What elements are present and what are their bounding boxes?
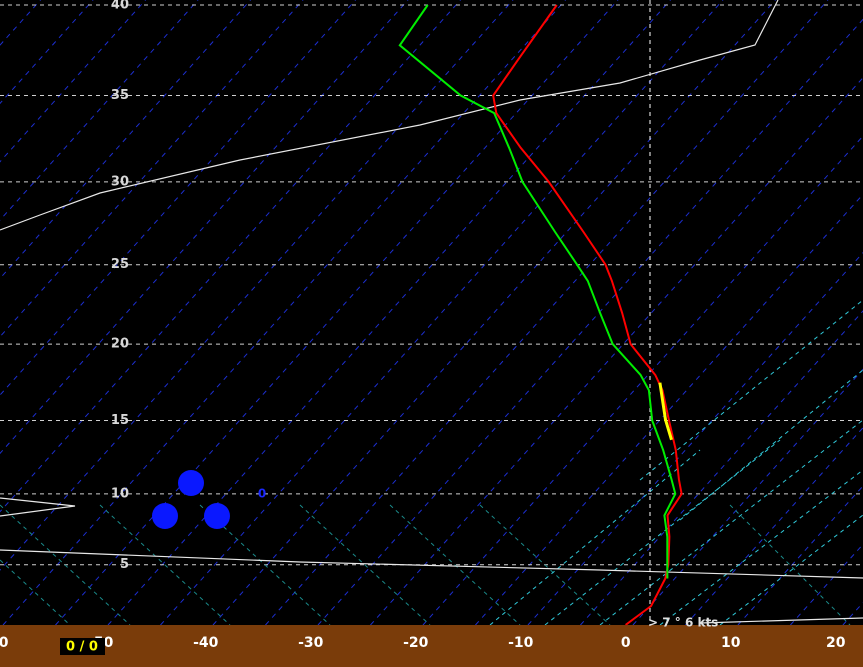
isotherm: [0, 0, 251, 280]
x-tick-label: 20: [826, 635, 846, 651]
isotherm: [0, 0, 514, 571]
y-tick-label: 40: [111, 0, 129, 13]
isotherm: [55, 0, 619, 626]
isotherm: [475, 193, 863, 626]
isotherm: [0, 0, 356, 396]
isotherm: [580, 310, 863, 626]
adiabat: [659, 469, 863, 626]
white-curve: [0, 497, 76, 517]
isotherm: [632, 368, 863, 626]
blue-dot: [152, 503, 178, 529]
isotherm: [737, 485, 863, 626]
wind-label: > 7 ° 6 kts: [648, 616, 718, 630]
isotherm: [685, 426, 863, 626]
y-tick-label: 35: [111, 88, 129, 103]
isotherm: [527, 251, 863, 626]
x-tick-label: -20: [403, 635, 429, 651]
adiabat: [544, 439, 781, 626]
profile-line: [398, 4, 677, 579]
isotherm: [265, 0, 829, 626]
profile-line: [492, 4, 683, 626]
mixing-line: [199, 504, 331, 626]
counter-box: [60, 638, 105, 655]
x-tick-label: 0: [621, 635, 631, 651]
white-curve: [0, 0, 779, 231]
y-tick-label: 20: [111, 337, 129, 352]
isotherm: [0, 0, 409, 455]
isotherm: [107, 0, 671, 626]
ground-strip: [0, 625, 863, 667]
mixing-line: [479, 504, 611, 626]
adiabat: [719, 514, 863, 626]
counter: 0 / 0: [66, 640, 98, 655]
isotherm: [212, 0, 776, 626]
isotherm: [160, 0, 724, 626]
profile-line: [658, 382, 673, 441]
adiabat: [489, 449, 701, 626]
y-tick-label: 30: [111, 174, 129, 189]
x-tick-label: -40: [193, 635, 219, 651]
mixing-line: [99, 504, 231, 626]
isotherm: [0, 0, 199, 221]
y-tick-label: 25: [111, 257, 129, 272]
isotherm: [0, 0, 146, 163]
blue-dot: [204, 503, 230, 529]
profiles: [398, 4, 683, 626]
isotherm: [422, 135, 863, 626]
adiabats: [489, 299, 863, 626]
isotherm: [2, 0, 566, 626]
white-curve: [0, 549, 863, 579]
isotherm: [0, 0, 461, 513]
decor-lines: [0, 0, 863, 626]
mixing-line: [299, 504, 431, 626]
isotherm: [370, 76, 863, 626]
y-tick-label: 5: [120, 557, 129, 572]
x-tick-label: -30: [298, 635, 324, 651]
x-tick-label: 10: [721, 635, 741, 651]
x-tick-label: -60: [0, 635, 9, 651]
isotherm: [0, 0, 304, 338]
mixing-line: [0, 504, 131, 626]
blue-dot: [178, 470, 204, 496]
markers: [152, 470, 230, 529]
y-tick-label: 10: [111, 486, 129, 501]
mixing-line: [389, 504, 521, 626]
marker-label: 0: [258, 487, 266, 501]
white-curve: [699, 617, 863, 624]
mixing-lines: [0, 504, 851, 626]
y-tick-label: 15: [111, 413, 129, 428]
x-tick-label: -10: [508, 635, 534, 651]
